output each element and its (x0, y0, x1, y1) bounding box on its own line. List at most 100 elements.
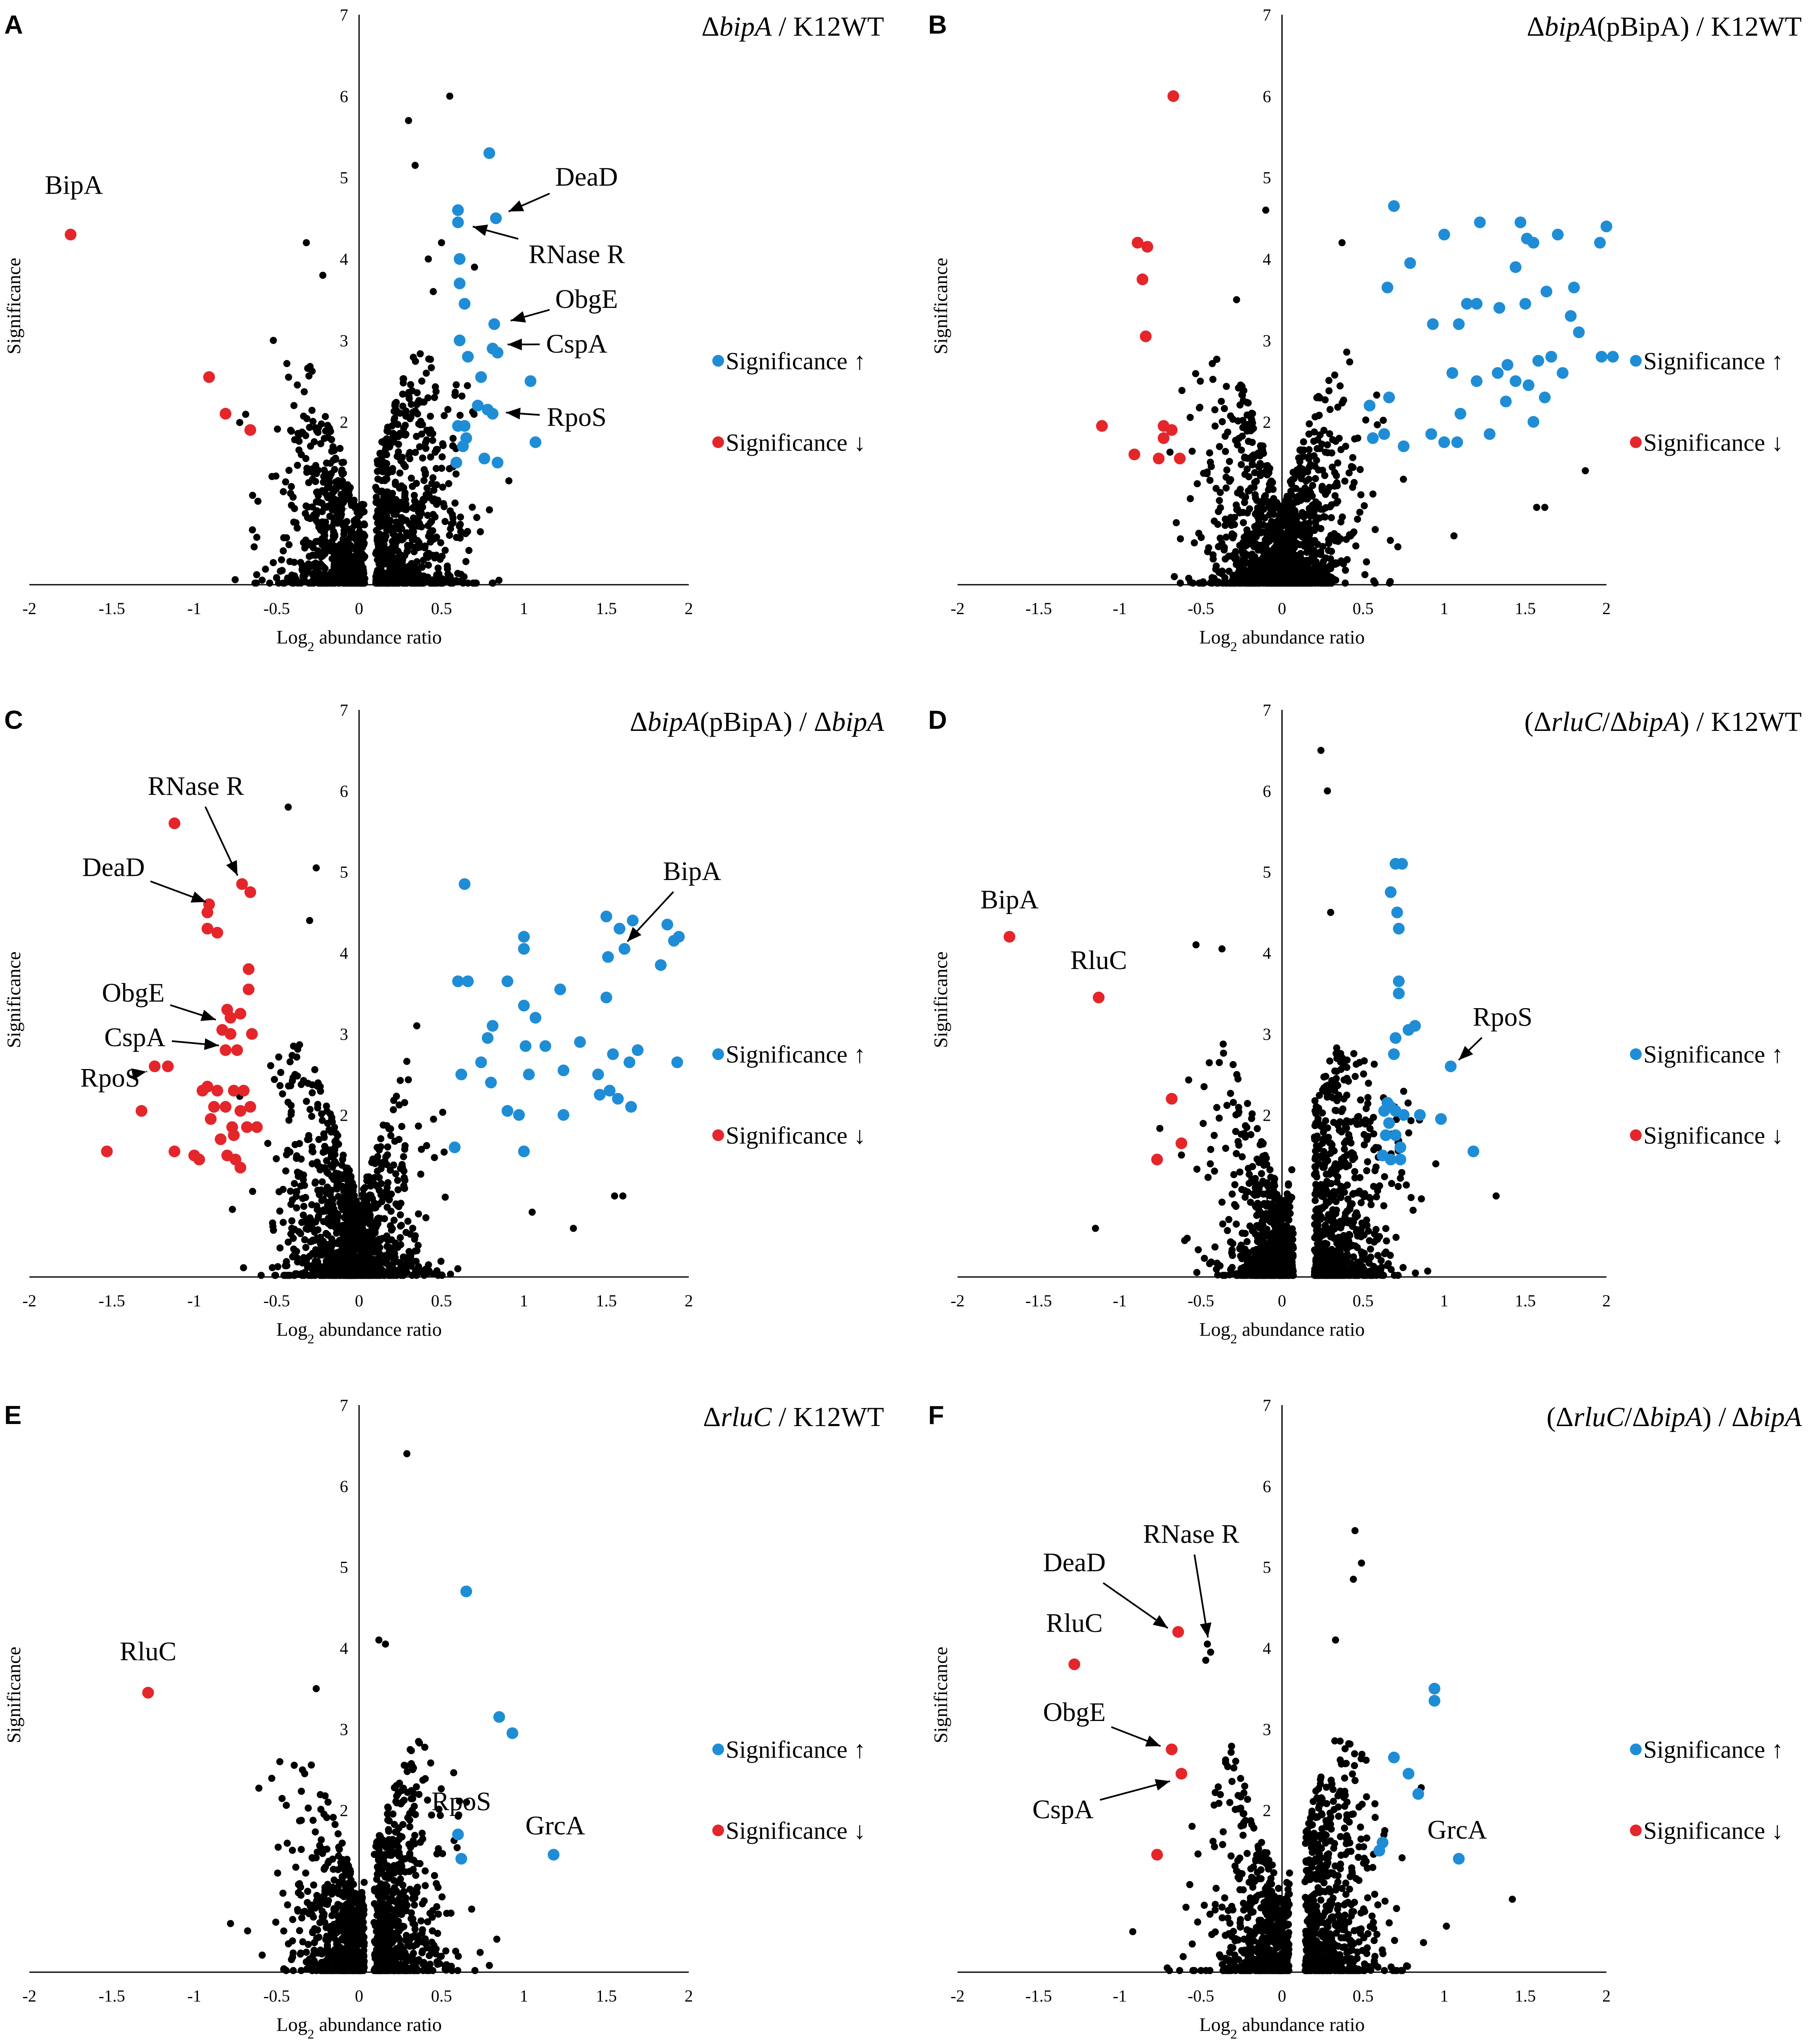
data-point (1344, 556, 1351, 563)
data-point (1277, 553, 1284, 561)
down-point (224, 1028, 236, 1040)
data-point (318, 553, 325, 561)
data-point (1541, 504, 1548, 511)
panel-C: C-2-1.5-1-0.500.511.521234567Log2 abunda… (3, 701, 884, 1346)
data-point (1302, 495, 1310, 503)
data-point (415, 1210, 422, 1218)
y-tick-label: 7 (340, 701, 348, 720)
data-point (347, 1272, 354, 1279)
data-point (387, 1222, 394, 1230)
data-point (1275, 517, 1283, 524)
data-point (395, 448, 402, 456)
data-point (458, 392, 466, 400)
up-point (491, 347, 504, 359)
data-point (1192, 370, 1199, 377)
data-point (1292, 569, 1299, 577)
data-point (1417, 1195, 1425, 1203)
up-point (618, 943, 630, 955)
down-point (231, 1044, 243, 1056)
data-point (1388, 1180, 1396, 1188)
data-point (336, 541, 344, 548)
data-point (1265, 578, 1272, 586)
data-point (1237, 384, 1245, 391)
data-point (291, 436, 299, 444)
data-point (448, 520, 455, 528)
up-point (1501, 359, 1514, 371)
data-point (303, 468, 311, 476)
data-point (400, 1167, 408, 1175)
up-point (452, 204, 464, 216)
data-point (378, 520, 386, 528)
data-point (396, 1211, 404, 1219)
data-point (282, 478, 289, 486)
data-point (309, 418, 317, 425)
up-point (1552, 229, 1564, 241)
data-point (428, 480, 436, 487)
data-point (1261, 493, 1268, 501)
arrow-head (472, 224, 488, 236)
data-point (457, 534, 464, 542)
down-point (1174, 452, 1186, 465)
y-tick-label: 6 (340, 87, 348, 106)
x-tick-label: -1.5 (99, 1291, 125, 1310)
data-point (313, 1159, 321, 1166)
down-point (1152, 452, 1165, 465)
y-tick-label: 3 (340, 1025, 348, 1043)
data-point (276, 1244, 284, 1252)
data-point (351, 531, 358, 538)
data-point (385, 1272, 392, 1279)
data-point (1283, 557, 1290, 565)
data-point (391, 481, 399, 488)
data-point (439, 442, 447, 449)
data-point (284, 803, 292, 811)
y-tick-label: 4 (1263, 250, 1271, 269)
data-point (284, 1238, 292, 1246)
data-point (249, 526, 256, 533)
data-point (437, 539, 444, 546)
x-tick-label: 0 (355, 599, 363, 618)
data-point (373, 534, 381, 542)
x-tick-label: -1 (1113, 1291, 1127, 1310)
data-point (464, 579, 472, 587)
data-point (380, 570, 388, 578)
data-point (434, 565, 442, 572)
data-point (394, 420, 402, 428)
x-tick-label: -0.5 (1188, 599, 1214, 618)
data-point (336, 445, 344, 452)
annotation-label: RpoS (80, 1063, 140, 1093)
data-point (1186, 495, 1194, 502)
annotation-rnase-r: RNase R (472, 224, 625, 269)
data-point (314, 1101, 322, 1108)
data-point (404, 1217, 412, 1225)
up-point (612, 1093, 624, 1105)
data-point (1254, 1125, 1261, 1132)
data-point (427, 412, 434, 420)
legend-down-label: Significance ↓ (726, 429, 866, 456)
data-point (314, 547, 322, 555)
data-point (335, 480, 343, 488)
data-point (384, 518, 392, 526)
data-point (394, 1177, 402, 1184)
data-point (272, 1272, 279, 1279)
up-point (454, 334, 466, 347)
data-point (402, 573, 409, 580)
data-point (1228, 1190, 1236, 1198)
data-point (1197, 377, 1204, 385)
data-point (462, 530, 470, 537)
data-point (412, 449, 419, 456)
up-point (501, 1105, 514, 1117)
data-point (298, 578, 306, 586)
data-point (472, 579, 480, 587)
data-point (1186, 414, 1194, 421)
data-point (310, 569, 318, 577)
data-point (444, 406, 451, 413)
annotation-rpos: RpoS (506, 402, 606, 432)
data-point (1244, 1100, 1251, 1107)
data-point (342, 1164, 350, 1172)
data-point (1233, 1150, 1240, 1157)
data-point (335, 576, 343, 583)
data-point (392, 496, 400, 503)
data-point (1328, 514, 1335, 521)
data-point (274, 1263, 281, 1270)
down-point (1140, 330, 1152, 342)
